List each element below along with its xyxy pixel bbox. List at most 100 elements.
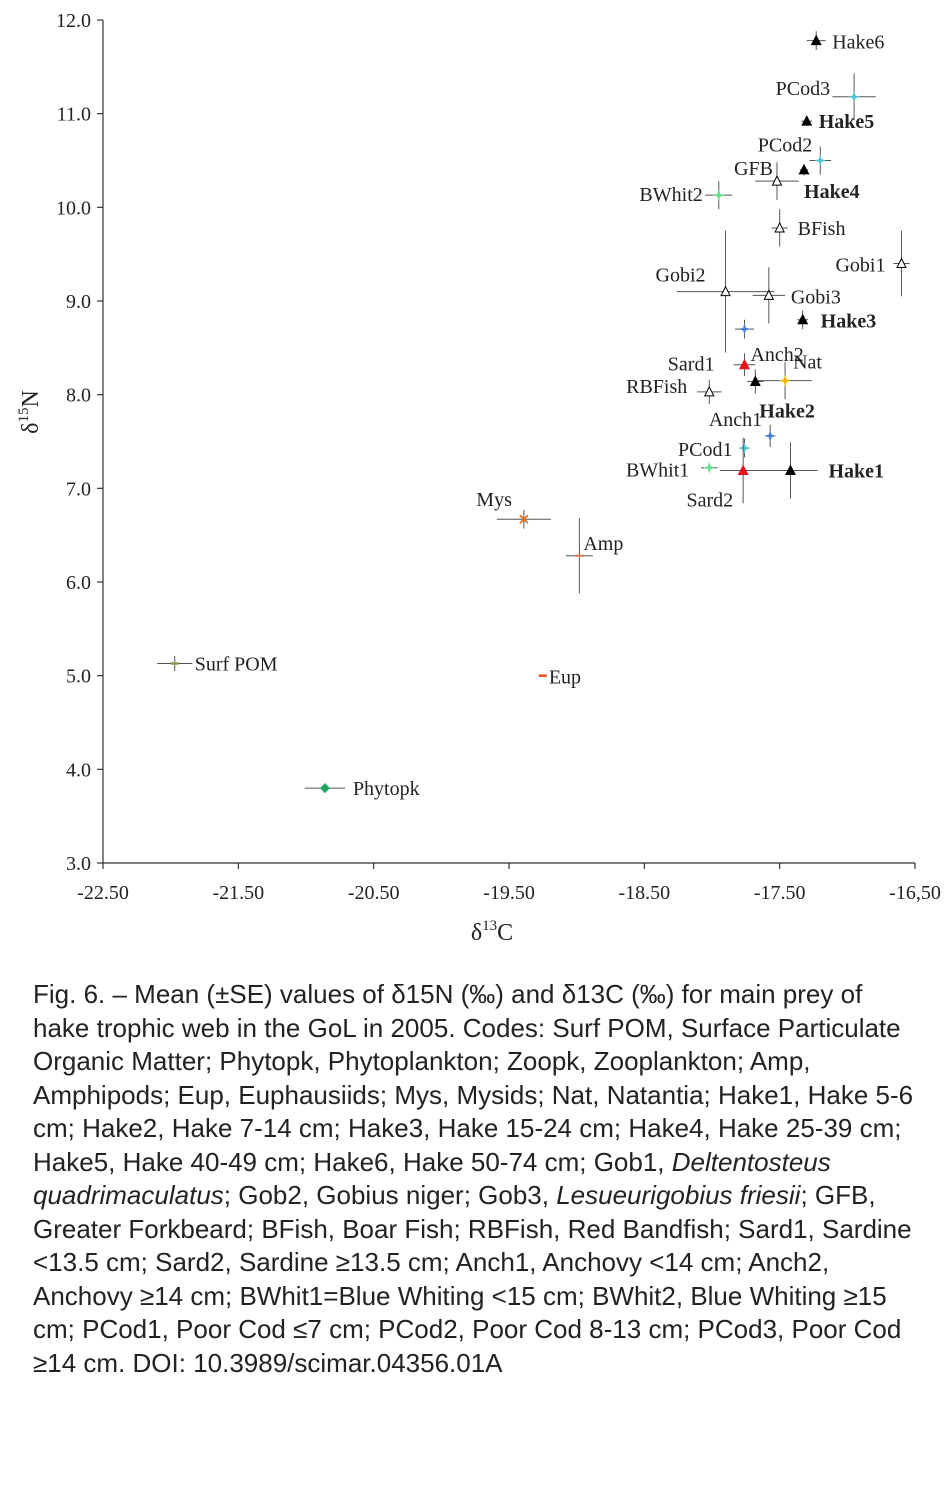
y-tick-label: 7.0 [66,478,91,500]
point-label-amp: Amp [583,533,623,555]
y-tick-label: 9.0 [66,291,91,313]
figure-caption: Fig. 6. – Mean (±SE) values of δ15N (‰) … [33,978,923,1380]
point-label-gfb: GFB [734,158,773,180]
point-phytopk [304,783,346,794]
point-label-eup: Eup [549,667,581,689]
marker-triangle [810,34,822,46]
point-label-hake2: Hake2 [759,401,815,423]
point-gobi1 [893,230,910,297]
point-hake6 [806,31,826,50]
point-gobi2 [676,230,775,353]
x-tick-label: -22.50 [77,882,129,904]
point-mys [496,509,551,529]
y-tick-label: 8.0 [66,385,91,407]
caption-gob3-species: Lesueurigobius friesii [556,1180,801,1210]
y-tick-label: 6.0 [66,572,91,594]
data-points [157,31,910,794]
point-label-rbfish: RBFish [626,376,687,398]
point-label-gobi3: Gobi3 [791,286,841,308]
y-tick-label: 5.0 [66,666,91,688]
point-label-hake5: Hake5 [819,111,875,133]
point-label-hake6: Hake6 [832,32,884,54]
point-label-nat: Nat [793,352,822,374]
marker-open-triangle [771,174,783,186]
point-label-hake4: Hake4 [804,181,860,203]
point-label-pcod2: PCod2 [758,135,812,157]
y-axis-title: δ15N [16,390,44,434]
y-tick-label: 12.0 [56,10,91,32]
marker-open-triangle [703,385,715,397]
point-label-mys: Mys [476,489,512,511]
point-anch1 [764,424,777,448]
point-label-sard2: Sard2 [686,490,733,512]
point-label-bwhit2: BWhit2 [639,184,702,206]
point-amp [565,518,593,594]
point-label-pcod1: PCod1 [678,439,732,461]
marker-open-triangle [720,285,731,297]
marker-diamond [319,783,330,794]
marker-triangle [798,163,810,175]
marker-triangle [784,464,796,476]
point-hake4 [798,163,810,176]
marker-triangle [749,375,761,387]
marker-triangle [737,464,749,476]
point-label-anch2: Anch2 [750,344,803,366]
point-hake2 [747,369,764,394]
point-surf-pom [157,655,193,671]
y-tick-label: 4.0 [66,759,91,781]
point-label-hake1: Hake1 [828,461,884,483]
point-label-gobi2: Gobi2 [656,265,706,287]
marker-star [779,374,792,387]
scatter-chart: 3.0 4.0 5.0 6.0 7.0 8.0 9.0 10.0 11.0 12.0 -22.50… [16,10,941,946]
y-ticks: 3.0 4.0 5.0 6.0 7.0 8.0 9.0 10.0 11.0 12.0 [56,10,103,875]
marker-star [738,323,751,336]
marker-open-triangle [763,289,775,300]
point-sard2 [720,437,767,504]
point-label-hake3: Hake3 [821,311,877,333]
x-tick-label: -19.50 [483,882,535,904]
caption-part-2: ; Gob2, Gobius niger; Gob3, [223,1180,557,1210]
point-sard1 [733,353,756,376]
point-label-gobi1: Gobi1 [835,255,885,277]
point-pcod1 [738,438,751,458]
point-bwhit1 [701,461,718,474]
point-pcod2 [809,146,832,175]
point-bfish [771,209,788,247]
marker-triangle [801,115,813,126]
caption-part-3: ; GFB, Greater Forkbeard; BFish, Boar Fi… [33,1180,912,1378]
x-tick-label: -20.50 [348,882,400,904]
y-tick-label: 10.0 [56,197,91,219]
x-tick-label: -17.50 [754,882,806,904]
point-nat [758,361,813,400]
point-anch2 [735,319,754,339]
marker-star [814,154,827,167]
point-hake3 [797,310,809,330]
point-label-anch1: Anch1 [709,409,762,431]
x-tick-label: -21.50 [212,882,264,904]
marker-triangle [797,313,809,325]
marker-star [738,442,751,455]
y-tick-label: 3.0 [66,853,91,875]
point-label-phytopk: Phytopk [353,778,420,800]
marker-star [712,189,725,202]
x-tick-label: -18.50 [618,882,670,904]
marker-open-triangle [896,257,907,269]
point-gobi3 [752,267,786,324]
point-hake1 [763,442,818,499]
point-label-bfish: BFish [798,218,846,240]
marker-triangle [738,358,750,370]
point-pcod3 [832,73,876,121]
point-bwhit2 [705,181,733,210]
x-tick-label: -16,50 [889,882,941,904]
x-ticks: -22.50 -21.50 -20.50 -19.50 -18.50 -17.50 -16,… [77,863,941,904]
marker-star [848,90,861,103]
marker-star [703,461,716,474]
x-axis-title: δ13C [471,918,513,946]
caption-gob1-species: Deltentosteus quadrimaculatus [33,1146,831,1211]
point-rbfish [697,379,722,405]
marker-open-triangle [774,221,785,233]
point-label-pcod3: PCod3 [776,78,830,100]
point-hake5 [801,115,813,126]
point-label-bwhit1: BWhit1 [626,460,689,482]
